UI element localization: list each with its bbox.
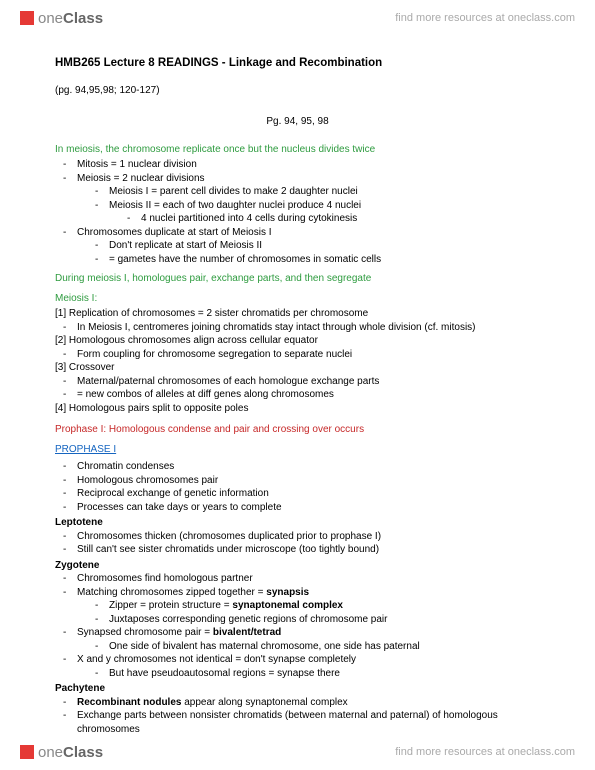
list-item: Meiosis = 2 nuclear divisionsMeiosis I =… xyxy=(77,172,540,226)
list-item: = new combos of alleles at diff genes al… xyxy=(77,388,540,402)
brand-prefix: one xyxy=(38,10,63,27)
list-item: Homologous chromosomes pair xyxy=(77,474,540,488)
numbered-item: [3] Crossover xyxy=(55,361,540,375)
section-heading: In meiosis, the chromosome replicate onc… xyxy=(55,143,540,157)
sections-container: In meiosis, the chromosome replicate onc… xyxy=(55,143,540,737)
list-item: Meiosis I = parent cell divides to make … xyxy=(109,185,540,199)
list-item: Maternal/paternal chromosomes of each ho… xyxy=(77,375,540,389)
list-item: Processes can take days or years to comp… xyxy=(77,501,540,515)
list-item: Matching chromosomes zipped together = s… xyxy=(77,586,540,627)
page-reference: (pg. 94,95,98; 120-127) xyxy=(55,84,540,98)
page-center: Pg. 94, 95, 98 xyxy=(55,115,540,129)
list-item: Mitosis = 1 nuclear division xyxy=(77,158,540,172)
list-item: = gametes have the number of chromosomes… xyxy=(109,253,540,267)
list-item: 4 nuclei partitioned into 4 cells during… xyxy=(141,212,540,226)
brand-logo-footer: oneClass xyxy=(20,744,103,761)
list-item: Synapsed chromosome pair = bivalent/tetr… xyxy=(77,626,540,653)
list-item: Form coupling for chromosome segregation… xyxy=(77,348,540,362)
stage-name: Leptotene xyxy=(55,516,540,530)
section-subhead: Meiosis I: xyxy=(55,292,540,306)
brand-suffix: Class xyxy=(63,10,103,27)
list-item: Still can't see sister chromatids under … xyxy=(77,543,540,557)
list-item: Zipper = protein structure = synaptonema… xyxy=(109,599,540,613)
list-item: But have pseudoautosomal regions = synap… xyxy=(109,667,540,681)
logo-icon xyxy=(20,745,34,759)
logo-icon xyxy=(20,11,34,25)
list-item: Juxtaposes corresponding genetic regions… xyxy=(109,613,540,627)
section-heading: During meiosis I, homologues pair, excha… xyxy=(55,272,540,286)
brand-prefix: one xyxy=(38,744,63,761)
header-tagline: find more resources at oneclass.com xyxy=(395,12,575,24)
list-item: Recombinant nodules appear along synapto… xyxy=(77,696,540,710)
list-item: Chromatin condenses xyxy=(77,460,540,474)
numbered-item: [1] Replication of chromosomes = 2 siste… xyxy=(55,307,540,321)
numbered-item: [2] Homologous chromosomes align across … xyxy=(55,334,540,348)
list-item: Don't replicate at start of Meiosis II xyxy=(109,239,540,253)
section-heading: PROPHASE I xyxy=(55,443,540,457)
list-item: One side of bivalent has maternal chromo… xyxy=(109,640,540,654)
list-item: In Meiosis I, centromeres joining chroma… xyxy=(77,321,540,335)
brand-suffix: Class xyxy=(63,744,103,761)
list-item: Chromosomes thicken (chromosomes duplica… xyxy=(77,530,540,544)
document-body: HMB265 Lecture 8 READINGS - Linkage and … xyxy=(0,36,595,736)
section-heading: Prophase I: Homologous condense and pair… xyxy=(55,423,540,437)
stage-name: Zygotene xyxy=(55,559,540,573)
list-item: Chromosomes find homologous partner xyxy=(77,572,540,586)
page-header: oneClass find more resources at oneclass… xyxy=(0,0,595,36)
stage-name: Pachytene xyxy=(55,682,540,696)
page-footer: oneClass find more resources at oneclass… xyxy=(0,734,595,770)
list-item: Chromosomes duplicate at start of Meiosi… xyxy=(77,226,540,267)
numbered-item: [4] Homologous pairs split to opposite p… xyxy=(55,402,540,416)
list-item: X and y chromosomes not identical = don'… xyxy=(77,653,540,680)
list-item: Exchange parts between nonsister chromat… xyxy=(77,709,540,736)
list-item: Reciprocal exchange of genetic informati… xyxy=(77,487,540,501)
doc-title: HMB265 Lecture 8 READINGS - Linkage and … xyxy=(55,56,540,72)
footer-tagline: find more resources at oneclass.com xyxy=(395,746,575,758)
list-item: Meiosis II = each of two daughter nuclei… xyxy=(109,199,540,226)
brand-logo: oneClass xyxy=(20,10,103,27)
